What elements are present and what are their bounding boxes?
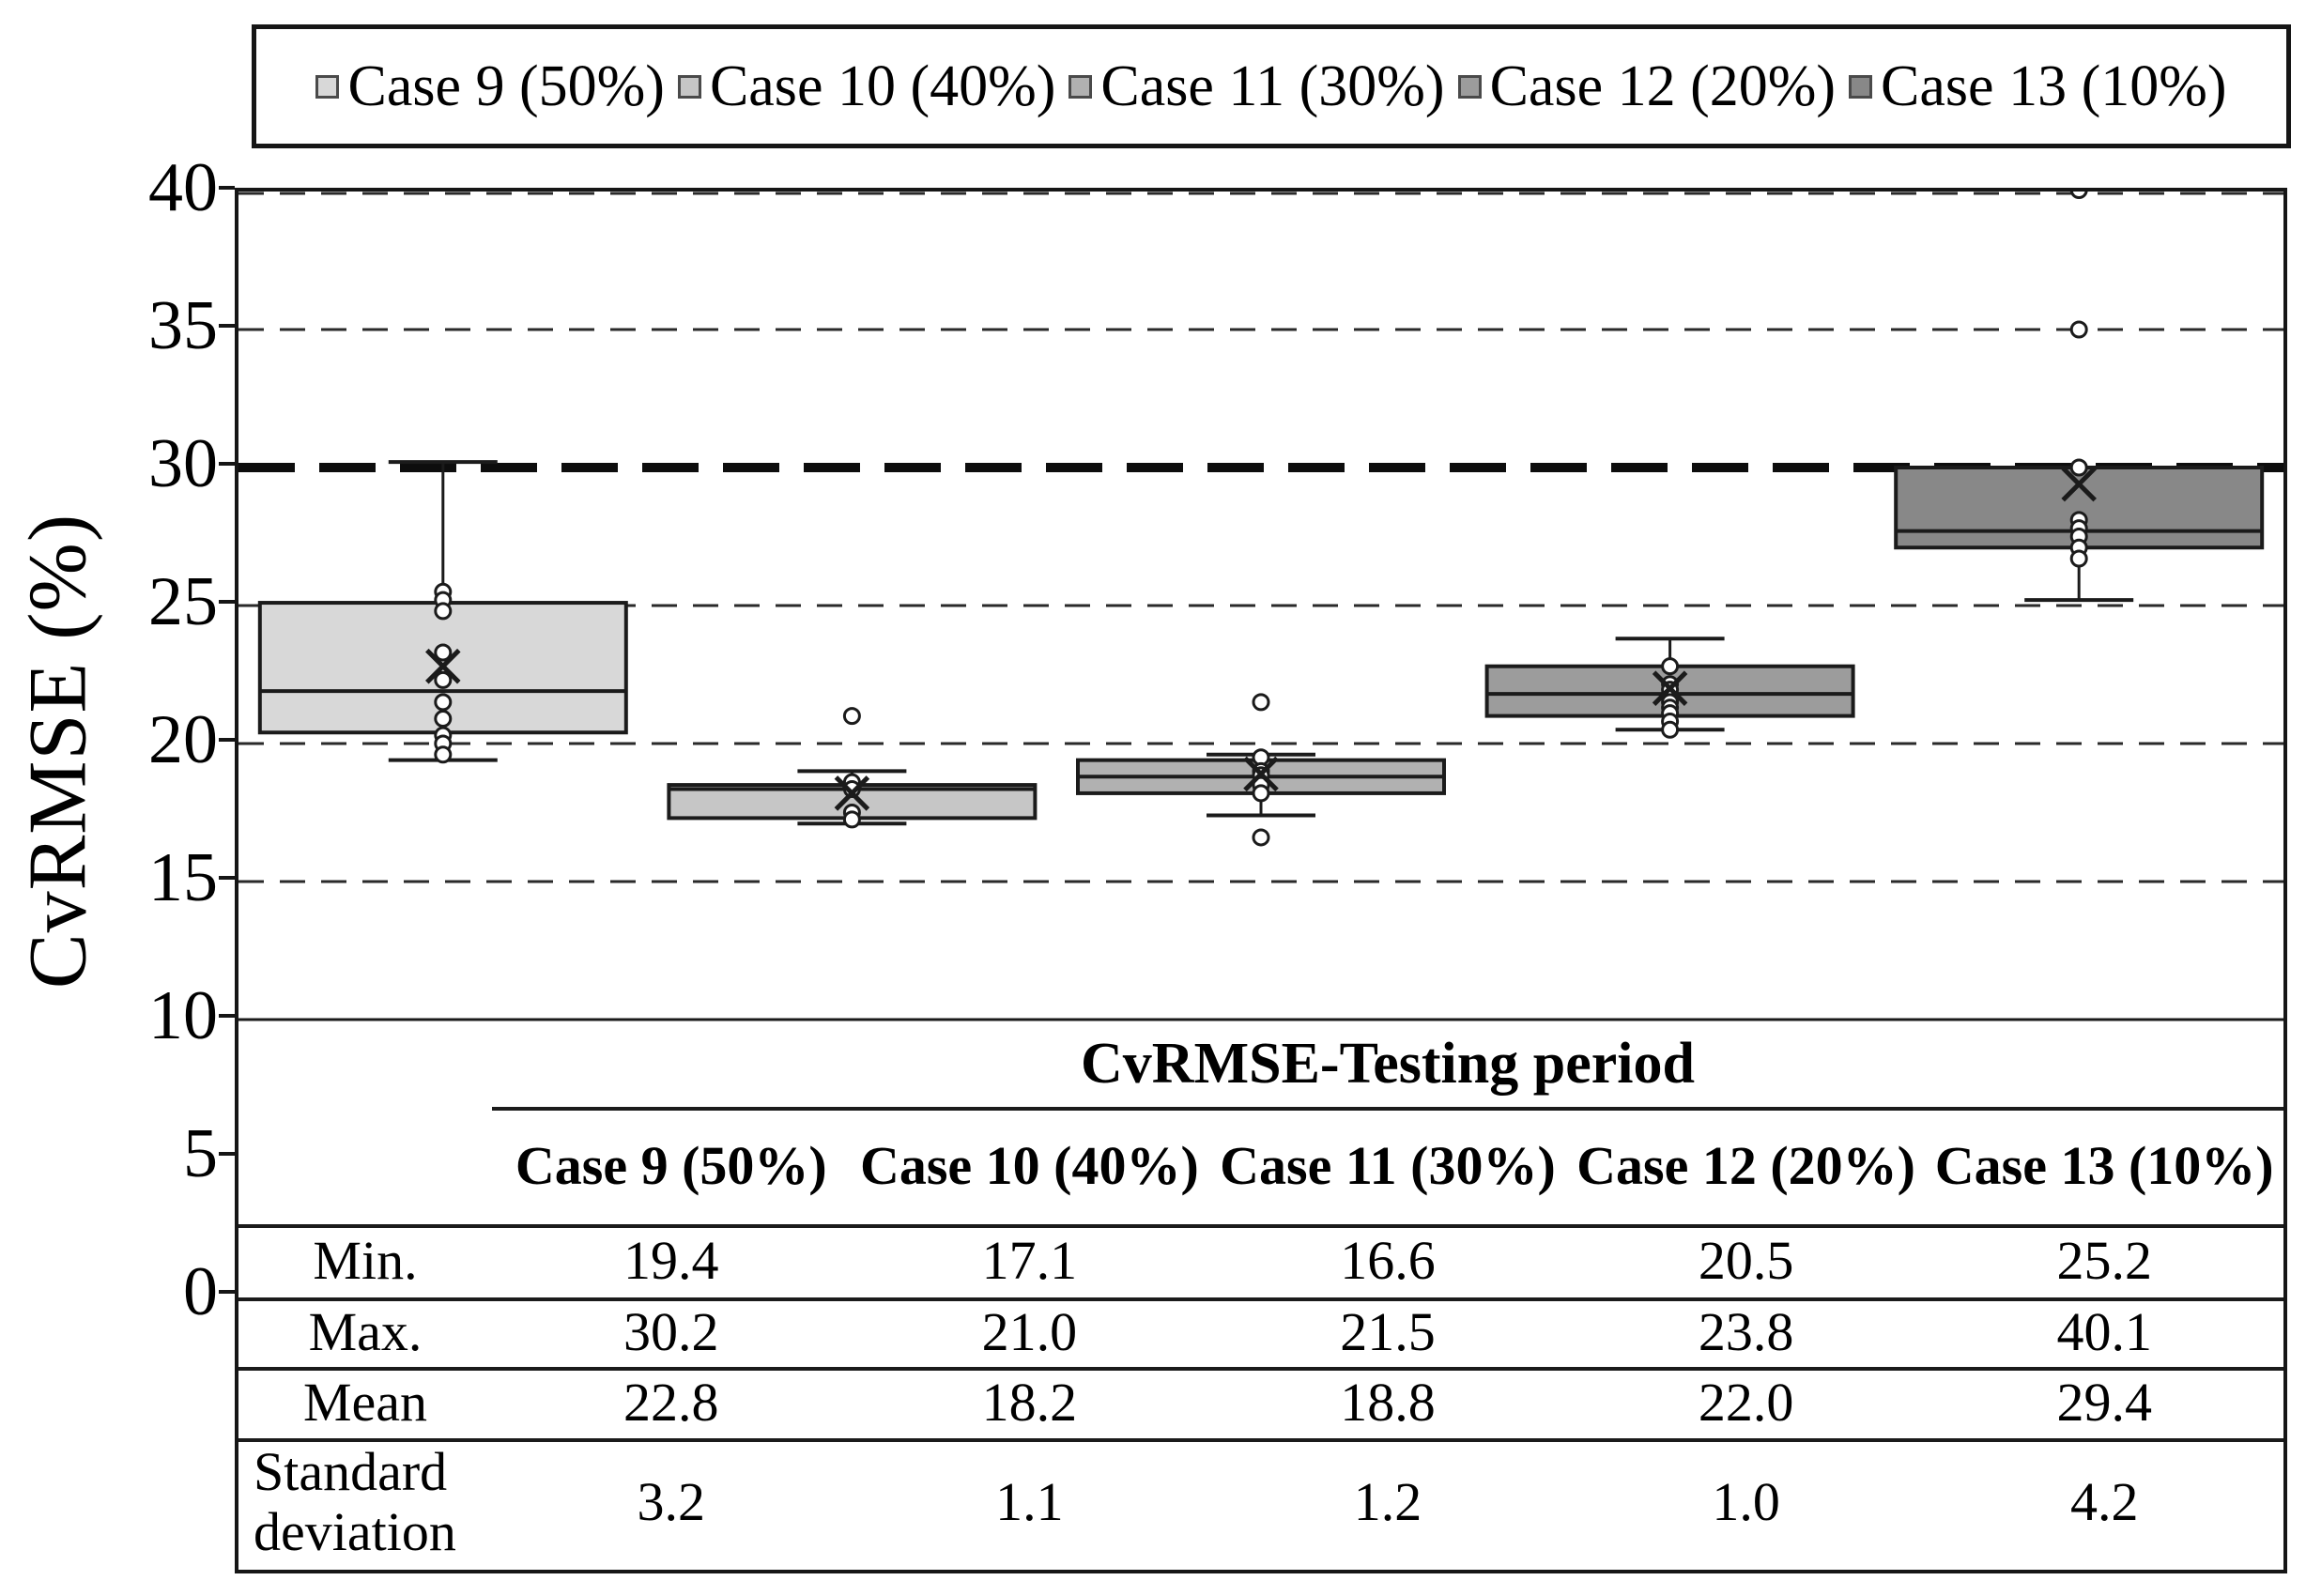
data-point: [434, 693, 453, 712]
y-tick-label: 0: [183, 1253, 218, 1330]
data-point: [434, 602, 453, 621]
y-tick-mark: [219, 876, 235, 880]
legend-item: Case 10 (40%): [677, 54, 1056, 118]
table-title: CvRMSE-Testing period: [1081, 1031, 1695, 1096]
data-point: [2069, 192, 2088, 200]
table-col-header: Case 13 (10%): [1934, 1135, 2274, 1197]
data-point: [434, 643, 453, 662]
legend-marker-icon: [677, 74, 701, 99]
y-tick-mark: [219, 1014, 235, 1018]
mean-x-marker: [1652, 670, 1688, 706]
data-point: [842, 780, 861, 799]
data-point: [842, 810, 861, 829]
table-cell-value: 21.0: [981, 1301, 1078, 1363]
table-col-header: Case 10 (40%): [859, 1135, 1199, 1197]
table-cell-value: 19.4: [623, 1230, 719, 1292]
table-cell-value: 40.1: [2056, 1301, 2152, 1363]
y-tick-label: 20: [148, 701, 218, 778]
table-cell-value: 30.2: [623, 1301, 719, 1363]
legend-marker-icon: [1068, 74, 1093, 99]
mean-x-marker: [834, 775, 870, 811]
table-col-header: Case 9 (50%): [515, 1135, 827, 1197]
data-point: [2069, 549, 2088, 568]
y-tick-label: 35: [148, 287, 218, 364]
mean-x-marker: [2061, 466, 2097, 502]
stats-table: CvRMSE-Testing period Case 9 (50%) Case 10…: [238, 192, 2283, 1570]
y-tick-mark: [219, 1152, 235, 1156]
y-tick-label: 30: [148, 425, 218, 502]
y-tick-label: 40: [148, 149, 218, 226]
table-cell-value: 17.1: [981, 1230, 1078, 1292]
y-tick-mark: [219, 738, 235, 742]
boxplot-svg: [238, 192, 2283, 1021]
data-point: [1252, 693, 1270, 712]
table-col-header: Case 11 (30%): [1220, 1135, 1556, 1197]
legend-marker-icon: [315, 74, 340, 99]
legend-item: Case 12 (20%): [1457, 54, 1837, 118]
table-cell-value: 1.1: [995, 1471, 1064, 1533]
table-row-label: Mean: [302, 1372, 428, 1434]
table-cell-value: 21.5: [1340, 1301, 1436, 1363]
legend-item-label: Case 11 (30%): [1100, 54, 1445, 118]
y-tick-label: 25: [148, 563, 218, 640]
table-cell-value: 18.8: [1340, 1372, 1436, 1434]
data-point: [434, 670, 453, 689]
y-tick-mark: [219, 600, 235, 604]
data-point: [2069, 458, 2088, 477]
legend-marker-icon: [1457, 74, 1482, 99]
table-cell-value: 18.2: [981, 1372, 1078, 1434]
table-cell-value: 25.2: [2056, 1230, 2152, 1292]
mean-x-marker: [425, 648, 461, 684]
data-point: [1252, 784, 1270, 803]
legend-item-label: Case 10 (40%): [709, 54, 1056, 118]
y-tick-label: 5: [183, 1115, 218, 1192]
table-row-label: Min.: [313, 1230, 418, 1292]
table-cell-value: 22.0: [1698, 1372, 1794, 1434]
table-cell-value: 29.4: [2056, 1372, 2152, 1434]
table-cell-value: 23.8: [1698, 1301, 1794, 1363]
table-row-label: Max.: [308, 1301, 423, 1363]
data-point: [1661, 657, 1680, 676]
table-cell-value: 20.5: [1698, 1230, 1794, 1292]
table-row-label: Standard deviation: [254, 1441, 456, 1562]
table-row-line: [238, 1438, 2283, 1442]
legend-item: Case 11 (30%): [1068, 54, 1445, 118]
table-cell-value: 1.2: [1353, 1471, 1422, 1533]
y-tick-label: 10: [148, 977, 218, 1054]
data-point: [434, 745, 453, 764]
table-cell-value: 4.2: [2069, 1471, 2139, 1533]
data-point: [434, 710, 453, 729]
table-cell-value: 16.6: [1340, 1230, 1436, 1292]
legend-item-label: Case 13 (10%): [1881, 54, 2227, 118]
legend-marker-icon: [1849, 74, 1873, 99]
legend-item-label: Case 9 (50%): [347, 54, 665, 118]
table-cell-value: 22.8: [623, 1372, 719, 1434]
table-title-underline: [492, 1107, 2283, 1111]
legend-item-label: Case 12 (20%): [1489, 54, 1837, 118]
table-cell-value: 1.0: [1712, 1471, 1780, 1533]
y-tick-mark: [219, 186, 235, 190]
data-point: [842, 707, 861, 726]
legend-item: Case 9 (50%): [315, 54, 665, 118]
mean-x-marker: [1243, 756, 1279, 792]
y-tick-mark: [219, 324, 235, 328]
table-col-header: Case 12 (20%): [1576, 1135, 1916, 1197]
data-point: [2069, 320, 2088, 339]
table-row-line: [238, 1367, 2283, 1371]
plot-area: CvRMSE-Testing period Case 9 (50%) Case 10…: [235, 188, 2287, 1573]
legend: Case 9 (50%) Case 10 (40%) Case 11 (30%) Ca…: [252, 24, 2291, 148]
table-header-line: [238, 1224, 2283, 1228]
table-row-line: [238, 1297, 2283, 1301]
y-tick-mark: [219, 1290, 235, 1294]
table-cell-value: 3.2: [637, 1471, 706, 1533]
y-tick-mark: [219, 462, 235, 466]
y-tick-label: 15: [148, 839, 218, 916]
data-point: [1252, 828, 1270, 847]
legend-item: Case 13 (10%): [1849, 54, 2227, 118]
data-point: [1661, 720, 1680, 739]
